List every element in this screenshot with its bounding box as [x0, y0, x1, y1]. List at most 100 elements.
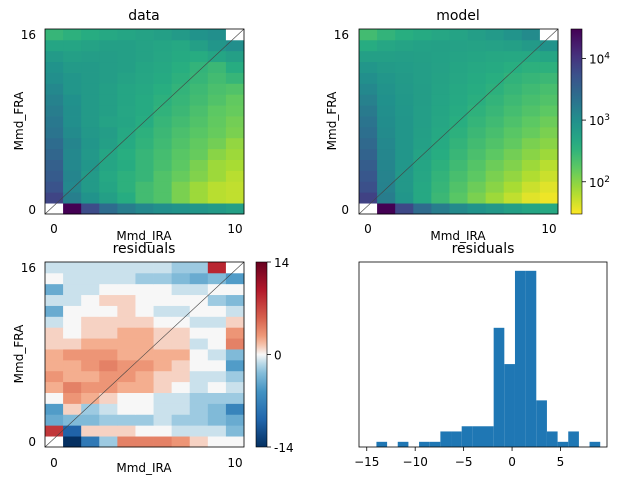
diagonal-line	[44, 261, 245, 448]
heatmap-cell	[521, 61, 541, 73]
heatmap-cell	[225, 29, 245, 41]
heatmap-cell	[189, 29, 209, 41]
heatmap-cell	[377, 170, 396, 182]
histogram-bar	[536, 400, 547, 447]
heatmap-cell	[395, 50, 414, 63]
heatmap-cell	[99, 61, 118, 73]
heatmap-cell	[485, 50, 505, 63]
heatmap-cell	[81, 50, 100, 63]
heatmap-cell	[189, 105, 209, 117]
heatmap-cell	[467, 181, 487, 193]
heatmap-cell	[117, 116, 136, 128]
heatmap-cell	[207, 272, 227, 285]
heatmap-cell	[207, 359, 227, 372]
heatmap-cell	[135, 94, 154, 106]
heatmap-cell	[117, 338, 136, 350]
heatmap-cell	[81, 283, 100, 296]
panel-title: residuals	[452, 241, 515, 257]
panel-data: data 0 10 0 16 Mmd_IRA Mmd_FRA	[12, 8, 245, 243]
heatmap-cell	[189, 381, 209, 393]
heatmap-cell	[99, 137, 118, 150]
colorbar-ticks: 102 103 104	[582, 51, 610, 190]
heatmap-cell	[431, 50, 450, 63]
heatmap-cell	[81, 29, 100, 41]
heatmap-cell	[99, 436, 118, 448]
heatmap-cell	[207, 370, 227, 383]
heatmap-cell	[81, 170, 100, 182]
colorbar-tick-label: 104	[589, 51, 610, 66]
heatmap-cell	[45, 203, 64, 215]
heatmap-cell	[63, 39, 82, 52]
heatmap-cell	[99, 425, 118, 437]
heatmap-cell	[431, 203, 450, 215]
heatmap-cell	[171, 349, 191, 361]
heatmap-cell	[449, 29, 468, 41]
heatmap-cell	[207, 29, 227, 41]
heatmap-cell	[117, 370, 136, 383]
heatmap-cell	[135, 203, 154, 215]
histogram-bars	[376, 270, 601, 447]
heatmap-cell	[117, 414, 136, 426]
y-tick-label: 0	[341, 203, 349, 217]
heatmap-cell	[81, 203, 100, 215]
heatmap-cell	[153, 294, 173, 306]
heatmap-cell	[171, 50, 191, 63]
heatmap-cell	[467, 192, 487, 204]
heatmap-cell	[485, 61, 505, 73]
heatmap-cell	[207, 392, 227, 404]
heatmap-cell	[117, 392, 136, 404]
heatmap-cell	[225, 359, 245, 372]
heatmap-cell	[117, 316, 136, 328]
heatmap-cell	[45, 39, 64, 52]
heatmap-cell	[449, 137, 468, 150]
heatmap-cell	[207, 338, 227, 350]
heatmap-cell	[171, 159, 191, 171]
heatmap-cell	[413, 72, 432, 84]
heatmap-cell	[503, 170, 523, 182]
heatmap-cell	[153, 338, 173, 350]
heatmap-cell	[395, 83, 414, 95]
heatmap-cell	[153, 370, 173, 383]
heatmap-cell	[359, 203, 378, 215]
heatmap-cell	[467, 105, 487, 117]
heatmap-cells	[45, 262, 245, 448]
heatmap-cell	[449, 159, 468, 171]
heatmap-cell	[225, 116, 245, 128]
heatmap-cell	[117, 272, 136, 285]
heatmap-cell	[359, 29, 378, 41]
heatmap-cell	[99, 359, 118, 372]
heatmap-cell	[521, 50, 541, 63]
heatmap-cell	[135, 159, 154, 171]
heatmap-cell	[485, 126, 505, 139]
histogram-bar	[429, 441, 441, 447]
heatmap-cell	[395, 203, 414, 215]
heatmap-cell	[45, 425, 64, 437]
heatmap-cell	[225, 294, 245, 306]
heatmap-cell	[81, 294, 100, 306]
heatmap-cell	[99, 203, 118, 215]
heatmap-cell	[189, 192, 209, 204]
plot-frame	[358, 28, 559, 215]
heatmap-cell	[81, 61, 100, 73]
heatmap-cell	[117, 403, 136, 415]
heatmap-cell	[467, 126, 487, 139]
heatmap-cell	[395, 126, 414, 139]
heatmap-cell	[413, 170, 432, 182]
heatmap-cell	[171, 29, 191, 41]
x-tick-label: 0	[50, 222, 58, 236]
heatmap-cell	[135, 370, 154, 383]
heatmap-cell	[431, 192, 450, 204]
plot-frame	[358, 261, 608, 448]
heatmap-cell	[189, 126, 209, 139]
heatmap-cell	[117, 39, 136, 52]
heatmap-cell	[395, 170, 414, 182]
heatmap-cell	[117, 83, 136, 95]
heatmap-cell	[539, 29, 559, 41]
heatmap-cell	[449, 181, 468, 193]
heatmap-cell	[117, 425, 136, 437]
heatmap-cell	[189, 116, 209, 128]
heatmap-cell	[45, 359, 64, 372]
y-tick-label: 16	[21, 28, 36, 42]
heatmap-cell	[503, 94, 523, 106]
heatmap-cell	[377, 159, 396, 171]
